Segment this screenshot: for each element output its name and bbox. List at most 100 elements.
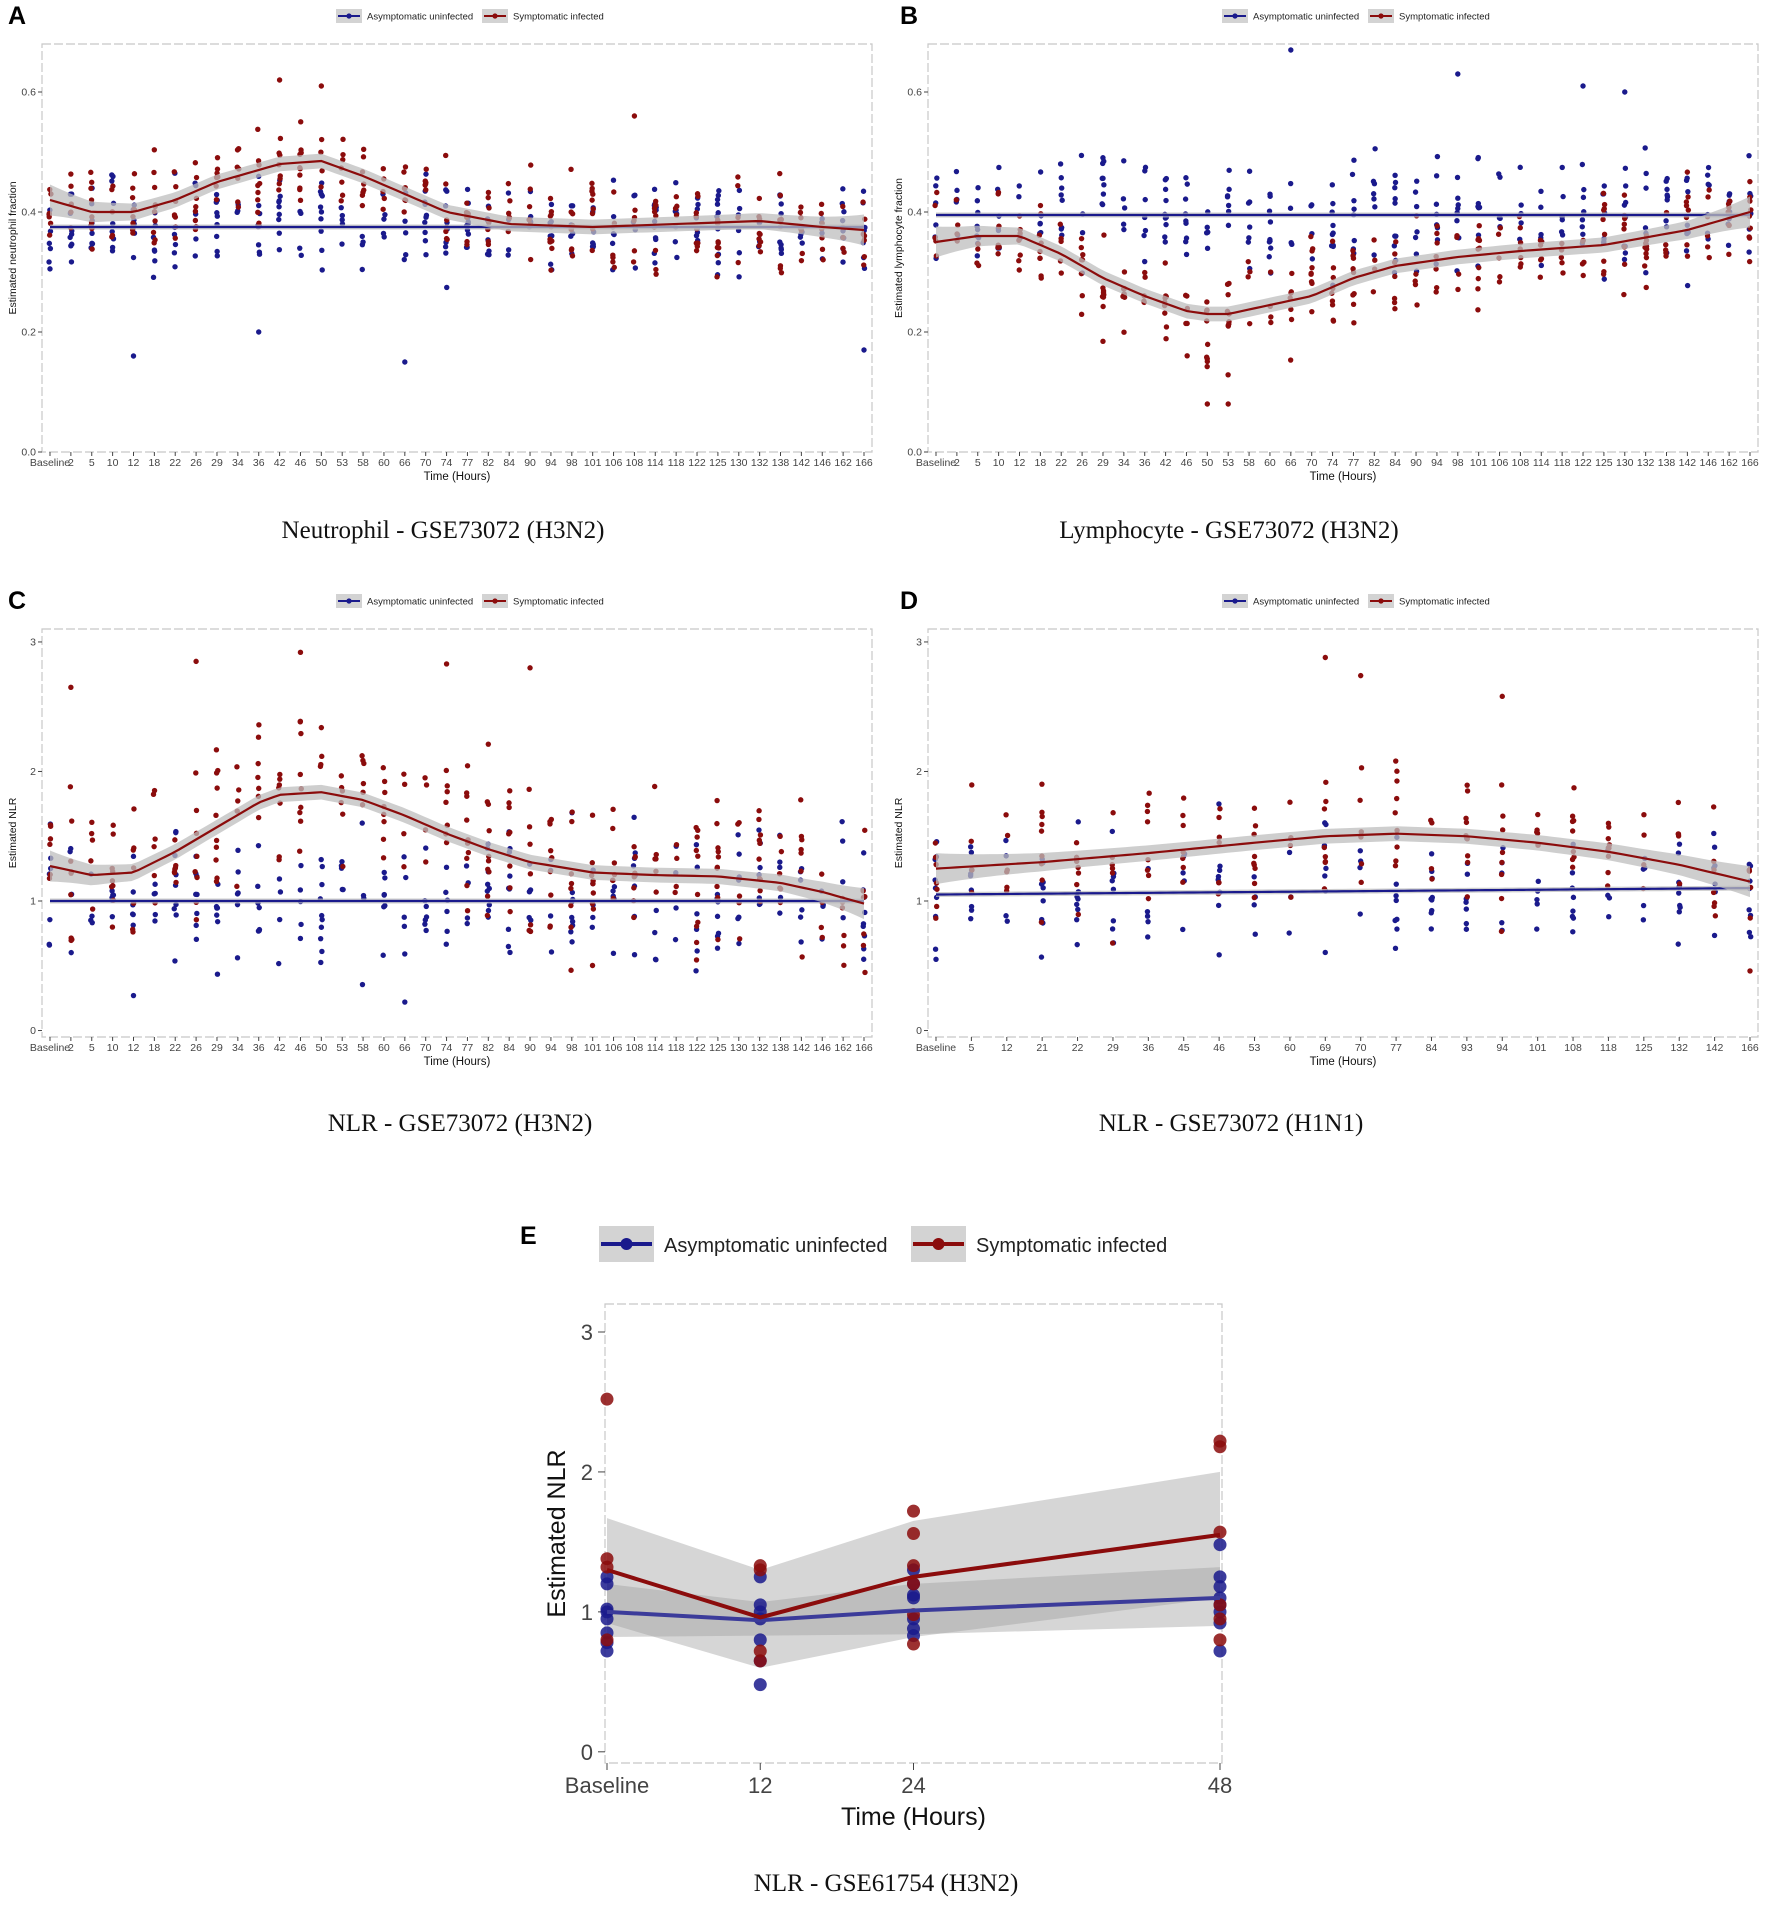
data-point bbox=[1454, 174, 1461, 181]
data-point bbox=[68, 183, 74, 189]
data-point bbox=[193, 658, 199, 665]
data-point bbox=[89, 837, 96, 843]
data-point bbox=[422, 917, 429, 923]
data-point bbox=[1664, 197, 1670, 203]
data-point bbox=[1037, 220, 1043, 227]
data-point bbox=[1308, 271, 1314, 277]
x-tick-label: 82 bbox=[482, 1042, 494, 1054]
data-point bbox=[443, 187, 449, 193]
data-point bbox=[1074, 881, 1080, 888]
data-point bbox=[110, 822, 116, 828]
data-point bbox=[380, 952, 386, 958]
data-point bbox=[715, 192, 722, 199]
data-point bbox=[600, 1392, 614, 1406]
data-point bbox=[631, 844, 637, 850]
data-point bbox=[1224, 281, 1231, 288]
data-point bbox=[360, 780, 367, 787]
x-tick-label: 22 bbox=[1072, 1042, 1084, 1054]
data-point bbox=[1684, 253, 1691, 259]
data-point bbox=[820, 257, 826, 263]
data-point bbox=[1358, 879, 1364, 886]
y-tick-label: 1 bbox=[916, 896, 922, 908]
data-point bbox=[255, 760, 261, 767]
x-tick-label: 50 bbox=[315, 457, 327, 469]
data-point bbox=[714, 864, 721, 871]
x-tick-label: 90 bbox=[1410, 457, 1422, 469]
data-point bbox=[1109, 865, 1116, 872]
panel-c: C Asymptomatic uninfected Symptomatic inf… bbox=[0, 585, 886, 1160]
data-point bbox=[1058, 192, 1064, 198]
data-point bbox=[255, 209, 261, 216]
data-point bbox=[172, 235, 178, 241]
y-axis-label: Estimated NLR bbox=[893, 797, 905, 868]
data-point bbox=[1725, 242, 1732, 249]
data-point bbox=[1142, 168, 1148, 174]
chart-d: Asymptomatic uninfected Symptomatic infec… bbox=[893, 594, 1759, 1068]
x-tick-label: 122 bbox=[688, 1042, 706, 1054]
data-point bbox=[714, 797, 720, 804]
data-point bbox=[797, 209, 804, 216]
data-point bbox=[1675, 831, 1682, 837]
data-point bbox=[338, 198, 344, 204]
data-point bbox=[1180, 879, 1186, 885]
data-point bbox=[714, 945, 721, 951]
data-point bbox=[276, 181, 282, 187]
x-tick-label: 74 bbox=[1327, 457, 1339, 469]
data-point bbox=[631, 248, 638, 254]
data-point bbox=[1605, 892, 1611, 899]
data-point bbox=[339, 192, 346, 198]
data-point bbox=[1016, 183, 1022, 189]
data-point bbox=[1710, 889, 1717, 896]
data-point bbox=[213, 837, 220, 844]
data-point bbox=[1162, 186, 1169, 193]
x-tick-label: 166 bbox=[855, 1042, 873, 1054]
data-point bbox=[861, 253, 868, 260]
data-point bbox=[1038, 828, 1045, 834]
data-point bbox=[1286, 849, 1293, 856]
data-point bbox=[756, 837, 763, 843]
data-point bbox=[130, 230, 136, 236]
x-tick-label: 34 bbox=[232, 1042, 244, 1054]
y-tick-label: 2 bbox=[581, 1460, 593, 1485]
data-point bbox=[589, 860, 595, 866]
data-point bbox=[1286, 930, 1292, 936]
data-point bbox=[631, 113, 638, 119]
data-point bbox=[1683, 202, 1690, 209]
y-tick-label: 0.2 bbox=[907, 327, 922, 339]
data-point bbox=[714, 252, 721, 259]
data-point bbox=[339, 212, 346, 219]
data-point bbox=[401, 864, 407, 870]
data-point bbox=[402, 218, 408, 224]
data-point bbox=[276, 77, 283, 83]
x-tick-label: 142 bbox=[1679, 457, 1697, 469]
x-tick-label: 58 bbox=[1243, 457, 1255, 469]
data-point bbox=[1213, 1612, 1227, 1626]
data-point bbox=[1101, 232, 1107, 238]
data-point bbox=[464, 915, 471, 921]
data-point bbox=[1534, 926, 1540, 932]
data-point bbox=[753, 1644, 767, 1658]
x-tick-label: 12 bbox=[128, 457, 140, 469]
y-tick-label: 1 bbox=[581, 1600, 593, 1625]
data-point bbox=[1570, 908, 1576, 914]
data-point bbox=[89, 230, 95, 236]
data-point bbox=[1393, 239, 1399, 245]
data-point bbox=[694, 911, 700, 917]
legend: Asymptomatic uninfected Symptomatic infec… bbox=[336, 594, 604, 608]
caption: NLR - GSE61754 (H3N2) bbox=[753, 1870, 1019, 1897]
legend-label: Asymptomatic uninfected bbox=[367, 12, 473, 23]
data-point bbox=[1288, 47, 1294, 53]
data-point bbox=[1145, 934, 1151, 940]
data-point bbox=[1711, 830, 1717, 837]
data-point bbox=[192, 868, 198, 875]
data-point bbox=[464, 763, 471, 769]
data-point bbox=[255, 197, 261, 203]
x-tick-label: 66 bbox=[1285, 457, 1297, 469]
data-point bbox=[276, 960, 282, 967]
data-point bbox=[736, 893, 743, 899]
data-point bbox=[381, 818, 387, 825]
data-point bbox=[129, 911, 136, 917]
data-point bbox=[1225, 401, 1231, 407]
data-point bbox=[298, 210, 304, 217]
data-point bbox=[276, 246, 283, 253]
